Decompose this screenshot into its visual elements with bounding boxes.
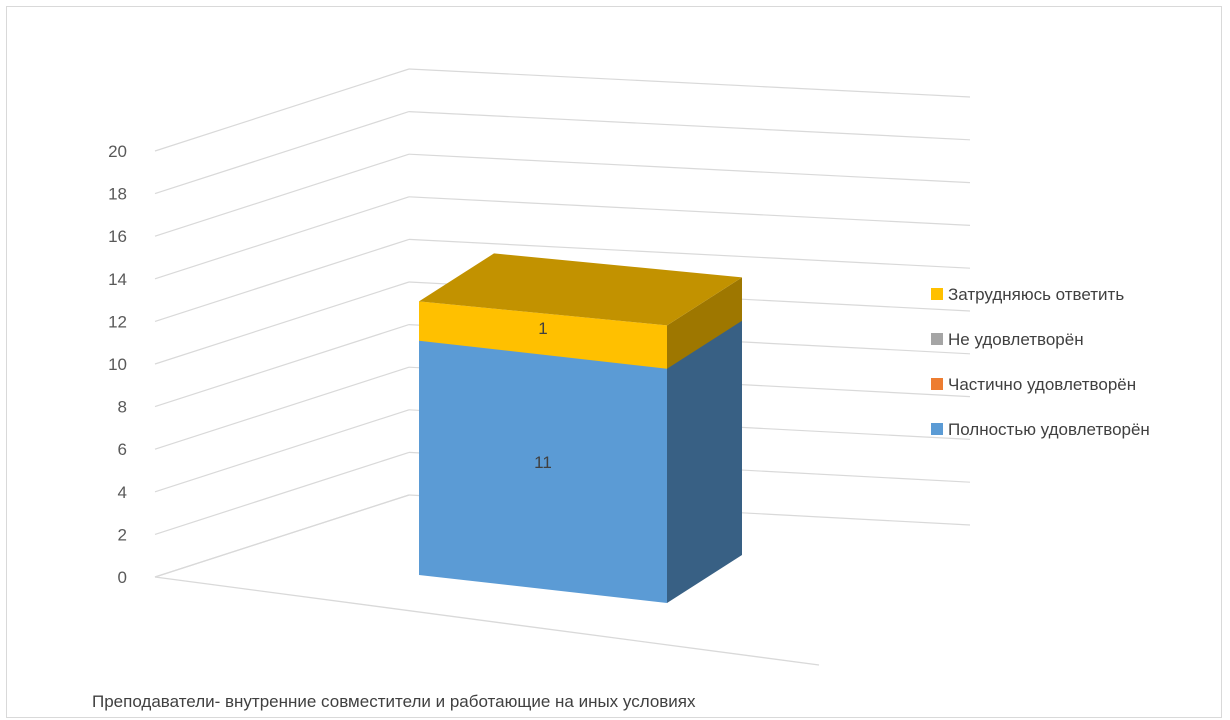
y-tick-label: 4 bbox=[118, 483, 127, 502]
gridline-left bbox=[154, 409, 410, 493]
bar-front-Полностью удовлетворён bbox=[419, 322, 667, 603]
gridline-back bbox=[408, 68, 971, 98]
y-tick-label: 0 bbox=[118, 568, 127, 587]
gridline-left bbox=[154, 366, 410, 450]
data-labels: 111 bbox=[534, 319, 552, 472]
y-tick-label: 6 bbox=[118, 440, 127, 459]
category-label: Преподаватели- внутренние совместители и… bbox=[92, 692, 696, 711]
gridline-back bbox=[408, 153, 971, 184]
y-tick-label: 16 bbox=[108, 227, 127, 246]
gridline-left bbox=[154, 111, 410, 195]
y-tick-label: 18 bbox=[108, 185, 127, 204]
legend-swatch bbox=[931, 333, 943, 345]
legend-label: Не удовлетворён bbox=[948, 330, 1084, 349]
bar-side-Затрудняюсь ответить bbox=[667, 277, 742, 369]
legend-label: Частично удовлетворён bbox=[948, 375, 1136, 394]
data-label: 1 bbox=[538, 319, 547, 338]
gridline-left bbox=[154, 281, 410, 365]
gridline-left bbox=[154, 451, 410, 535]
gridline-left bbox=[154, 196, 410, 280]
gridline-left bbox=[154, 68, 410, 152]
y-tick-label: 14 bbox=[108, 270, 127, 289]
gridline-left bbox=[154, 324, 410, 408]
legend-swatch bbox=[931, 288, 943, 300]
bar-top-face bbox=[419, 253, 742, 326]
gridline-back bbox=[408, 111, 971, 141]
gridline-back bbox=[408, 196, 971, 226]
bars bbox=[419, 253, 742, 603]
y-tick-label: 8 bbox=[118, 398, 127, 417]
legend-label: Полностью удовлетворён bbox=[948, 420, 1150, 439]
y-tick-label: 12 bbox=[108, 312, 127, 331]
bar-side-Полностью удовлетворён bbox=[667, 298, 742, 603]
gridline-left bbox=[154, 238, 410, 322]
gridline-left bbox=[154, 153, 410, 237]
floor-front-edge bbox=[154, 576, 820, 666]
legend-swatch bbox=[931, 378, 943, 390]
y-axis-ticks: 0 2 4 6 8 10 12 14 16 18 20 bbox=[108, 142, 127, 587]
legend-swatch bbox=[931, 423, 943, 435]
y-tick-label: 2 bbox=[118, 525, 127, 544]
y-tick-label: 20 bbox=[108, 142, 127, 161]
chart-area: 0 2 4 6 8 10 12 14 16 18 20 11 1 Затрудняюсь ответи… bbox=[6, 6, 1222, 718]
y-tick-label: 10 bbox=[108, 355, 127, 374]
legend-label: Затрудняюсь ответить bbox=[948, 285, 1124, 304]
legend: Затрудняюсь ответить Не удовлетворён Части… bbox=[931, 285, 1150, 439]
gridline-back bbox=[408, 238, 971, 269]
gridline-left bbox=[154, 494, 410, 578]
bar-front-Затрудняюсь ответить bbox=[419, 301, 667, 369]
data-label: 11 bbox=[534, 453, 552, 472]
